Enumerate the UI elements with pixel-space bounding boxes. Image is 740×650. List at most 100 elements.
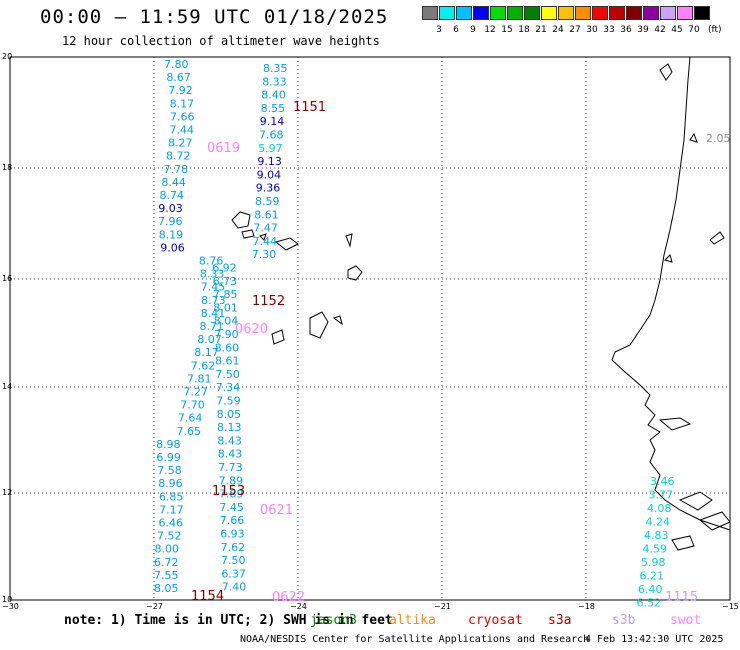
satellite-name: s3a	[548, 613, 572, 628]
pass-id-label: 0622	[272, 590, 305, 605]
wave-height-value: 6.37	[221, 567, 246, 580]
wave-height-value: 6.21	[640, 570, 665, 583]
cape-verde-island	[347, 265, 363, 281]
legend-label: 36	[620, 25, 632, 35]
wave-height-value: 8.59	[255, 195, 280, 208]
legend-swatch	[660, 6, 676, 20]
cape-verde-island	[274, 237, 299, 251]
pass-id-label: 1151	[293, 100, 326, 115]
legend-label: 15	[501, 25, 513, 35]
wave-height-value: 3.77	[649, 489, 674, 502]
footer-note: note: 1) Time is in UTC; 2) SWH is in fe…	[64, 613, 393, 628]
pass-id-label: 0620	[235, 322, 268, 337]
legend-label: 42	[654, 25, 666, 35]
legend-swatch	[473, 6, 489, 20]
y-tick-label: 12	[2, 488, 13, 497]
wave-height-value: 7.65	[177, 425, 202, 438]
wave-height-value: 7.45	[219, 501, 244, 514]
wave-height-value: 7.80	[164, 58, 189, 71]
wave-height-value: 7.85	[213, 288, 238, 301]
wave-height-value: 7.34	[216, 381, 241, 394]
map-frame	[9, 56, 731, 601]
wave-height-value: 9.06	[160, 241, 185, 254]
wave-height-value: 4.83	[644, 529, 669, 542]
wave-height-value: 7.73	[218, 461, 243, 474]
legend-swatch	[524, 6, 540, 20]
wave-height-value: 8.67	[166, 71, 191, 84]
x-tick-label: −27	[146, 602, 163, 611]
island	[671, 535, 695, 551]
wave-height-value: 7.89	[219, 474, 244, 487]
cape-verde-island	[241, 229, 255, 239]
wave-height-value: 8.72	[166, 150, 191, 163]
legend-label: 21	[535, 25, 547, 35]
wave-height-value: 6.52	[637, 597, 662, 610]
legend-swatch	[677, 6, 693, 20]
legend-swatch	[558, 6, 574, 20]
wave-height-value: 4.59	[643, 543, 668, 556]
wave-height-value: 9.04	[257, 168, 282, 181]
wave-height-value: 7.62	[191, 359, 216, 372]
wave-height-value: 7.30	[252, 248, 276, 261]
y-tick-label: 10	[2, 595, 13, 604]
legend-swatch	[643, 6, 659, 20]
credit-text: NOAA/NESDIS Center for Satellite Applica…	[240, 634, 590, 645]
wave-height-value: 7.58	[157, 464, 182, 477]
wave-height-value: 6.93	[220, 528, 245, 541]
wave-height-value: 7.96	[158, 215, 183, 228]
generated-timestamp: 4 Feb 13:42:30 UTC 2025	[585, 634, 724, 645]
legend-swatch	[694, 6, 710, 20]
legend-swatch	[609, 6, 625, 20]
x-tick-label: −15	[722, 602, 739, 611]
wave-height-value: 7.44	[253, 235, 278, 248]
satellite-name: altika	[389, 613, 436, 628]
wave-height-value: 8.41	[201, 307, 226, 320]
wave-height-value: 8.96	[158, 477, 183, 490]
wave-height-value: 5.98	[641, 556, 666, 569]
wave-height-value: 8.43	[218, 448, 243, 461]
pass-id-label: 1153	[212, 484, 245, 499]
x-tick-label: −21	[434, 602, 451, 611]
satellite-name: jason3	[310, 613, 357, 628]
wave-height-value: 7.78	[164, 163, 189, 176]
y-tick-label: 18	[2, 163, 13, 172]
wave-height-value: 6.85	[159, 490, 184, 503]
wave-height-value: 7.45	[201, 281, 226, 294]
legend-label: 6	[453, 25, 459, 35]
wave-height-value: 7.81	[187, 372, 212, 385]
legend-label: 9	[470, 25, 476, 35]
legend-label: 3	[436, 25, 442, 35]
wave-height-value: 9.14	[260, 115, 285, 128]
legend-label: 24	[552, 25, 564, 35]
wave-height-value: 7.27	[183, 386, 208, 399]
wave-height-value: 8.05	[154, 582, 179, 595]
wave-height-value: 7.55	[154, 569, 179, 582]
wave-height-value: 8.19	[159, 228, 184, 241]
x-tick-label: −18	[578, 602, 595, 611]
wave-height-value: 8.98	[156, 438, 181, 451]
wave-height-value: 6.92	[212, 262, 237, 275]
pass-id-label: 0619	[207, 141, 240, 156]
island	[699, 511, 731, 531]
island	[664, 254, 673, 263]
island	[709, 231, 725, 245]
island	[689, 132, 698, 143]
wave-height-value: 8.76	[199, 255, 224, 268]
wave-height-value: 7.68	[259, 129, 284, 142]
satellite-name: s3b	[612, 613, 636, 628]
wave-height-value: 8.43	[217, 434, 242, 447]
wave-height-value: 7.66	[220, 514, 245, 527]
wave-height-value: 4.08	[647, 502, 672, 515]
map-subtitle: 12 hour collection of altimeter wave hei…	[62, 34, 380, 48]
wave-height-value: 7.62	[221, 541, 246, 554]
wave-height-value: 8.74	[159, 189, 184, 202]
wave-height-value: 6.72	[154, 556, 179, 569]
x-tick-label: −24	[290, 602, 307, 611]
legend-label: 45	[671, 25, 683, 35]
wave-height-value: 7.70	[180, 399, 205, 412]
legend-label: 33	[603, 25, 615, 35]
wave-height-value: 6.46	[159, 517, 184, 530]
pass-id-label: 0621	[260, 503, 293, 518]
wave-height-value: 8.61	[254, 208, 279, 221]
wave-height-value: 8.27	[168, 137, 193, 150]
